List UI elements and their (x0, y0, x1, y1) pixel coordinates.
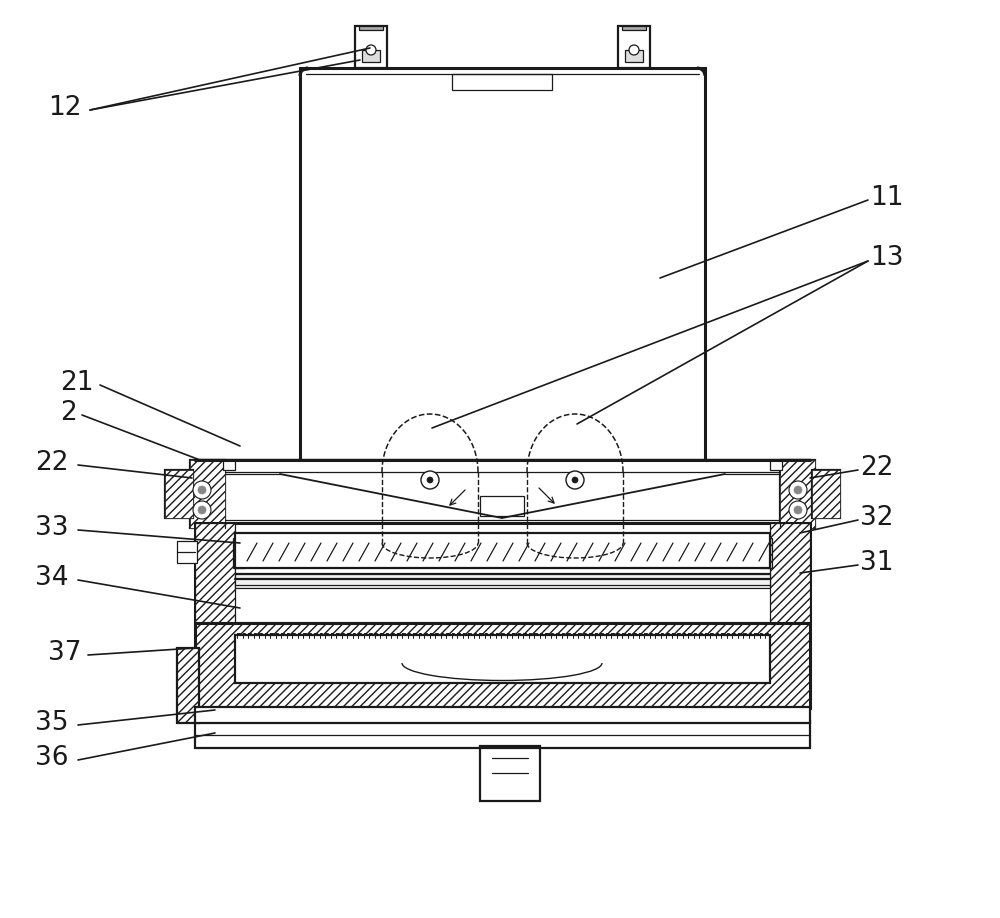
Bar (622, 26, 646, 30)
Circle shape (421, 471, 439, 489)
Circle shape (366, 45, 376, 55)
Text: 2: 2 (60, 400, 77, 426)
Text: 12: 12 (48, 95, 82, 121)
Text: 31: 31 (860, 550, 894, 576)
Circle shape (629, 45, 639, 55)
Bar (480, 496, 524, 516)
Bar (452, 74, 552, 90)
Text: 35: 35 (35, 710, 69, 736)
Text: 21: 21 (60, 370, 94, 396)
Text: 22: 22 (860, 455, 894, 481)
Bar (780, 460, 815, 528)
Bar (195, 460, 810, 528)
Circle shape (198, 506, 206, 514)
Text: 13: 13 (870, 245, 904, 271)
Text: 22: 22 (35, 450, 69, 476)
Bar (190, 460, 225, 528)
Bar (195, 523, 810, 623)
Bar (618, 26, 650, 68)
Bar (195, 721, 810, 748)
Circle shape (572, 477, 578, 483)
Bar (223, 460, 235, 470)
Bar (780, 460, 815, 528)
Bar (480, 746, 540, 801)
Text: 34: 34 (35, 565, 69, 591)
Bar (233, 538, 245, 568)
Bar (359, 26, 383, 30)
Bar (235, 574, 770, 588)
Circle shape (427, 477, 433, 483)
Text: 37: 37 (48, 640, 82, 666)
Bar (770, 523, 810, 623)
Circle shape (789, 481, 807, 499)
Circle shape (198, 486, 206, 494)
Circle shape (193, 481, 211, 499)
Bar (195, 623, 810, 708)
Bar (165, 470, 193, 518)
Bar (355, 26, 387, 68)
Circle shape (794, 486, 802, 494)
Circle shape (789, 501, 807, 519)
Bar (195, 523, 235, 623)
Bar (760, 538, 772, 568)
Bar (625, 50, 643, 62)
Bar (165, 470, 193, 518)
Bar (235, 635, 770, 683)
Circle shape (193, 501, 211, 519)
Bar (812, 470, 840, 518)
Text: 36: 36 (35, 745, 69, 771)
Text: 11: 11 (870, 185, 904, 211)
Bar (177, 541, 197, 563)
Bar (177, 648, 199, 723)
Bar (190, 460, 225, 528)
Bar (770, 460, 782, 470)
Text: 33: 33 (35, 515, 69, 541)
Bar (235, 533, 770, 568)
Text: 32: 32 (860, 505, 894, 531)
Bar (300, 68, 705, 463)
Bar (195, 707, 810, 723)
Bar (812, 470, 840, 518)
Circle shape (566, 471, 584, 489)
Circle shape (794, 506, 802, 514)
Bar (362, 50, 380, 62)
Bar (195, 460, 810, 470)
